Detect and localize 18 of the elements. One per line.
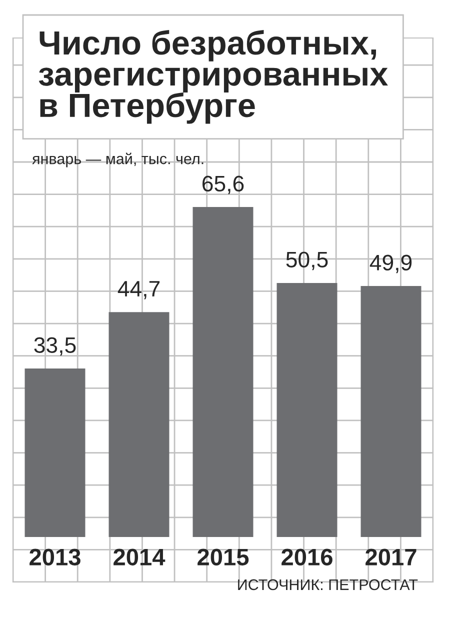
data-label: 44,7 [118, 281, 160, 300]
x-tick-label: 2013 [30, 548, 80, 566]
x-tick-label: 2015 [198, 548, 249, 566]
data-label: 33,5 [34, 337, 76, 356]
chart-title: Число безработных, зарегистрированных в Петербурге [38, 30, 388, 124]
data-label: 50,5 [286, 252, 328, 270]
x-tick-label: 2016 [282, 548, 332, 566]
bar [276, 282, 338, 537]
text: ИСТОЧНИК: ПЕТРОСТАТ [238, 579, 418, 590]
x-tick-label: 2014 [114, 548, 166, 566]
data-label: 49,9 [370, 254, 412, 274]
bar [360, 286, 422, 537]
data-label: 65,6 [202, 176, 244, 194]
chart-subtitle: январь — май, тыс. чел. [32, 152, 204, 168]
bar [192, 207, 254, 537]
bar [108, 312, 170, 537]
x-tick-label: 2017 [366, 548, 416, 566]
bar [24, 368, 86, 537]
